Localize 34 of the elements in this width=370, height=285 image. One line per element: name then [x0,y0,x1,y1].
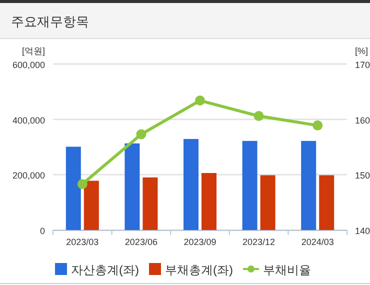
bar [301,140,316,230]
x-tick-label: 2023/06 [124,237,158,247]
point [136,129,146,140]
bar [202,173,216,230]
point [195,96,205,106]
point [312,120,323,130]
legend-label: 자산총계(좌) [71,263,139,277]
y-tick-label: 200,000 [12,170,45,181]
chart-title: 주요재무항목 [11,14,89,29]
bar [84,180,99,230]
point [254,111,264,122]
bar [242,140,258,230]
bar [124,143,140,230]
y2-tick-label: 160 [355,115,370,126]
y2-tick-label: 150 [355,170,370,181]
x-tick-label: 2023/09 [184,237,216,247]
bar [66,146,81,230]
y2-tick-label: 170 [355,60,370,70]
y-tick-label: 400,000 [12,115,45,126]
bar [319,175,334,230]
legend-label: 부채비율 [263,263,311,277]
y2-tick-label: 140 [355,226,370,236]
x-tick-label: 2023/12 [242,237,276,247]
bar [142,177,158,230]
y-tick-label: 600,000 [12,60,45,70]
x-tick-label: 2024/03 [301,237,334,247]
y-axis-title: [억원] [22,46,45,56]
bar [260,175,276,230]
point [77,179,88,190]
y2-axis-title: [%] [355,46,368,56]
bar [184,138,198,230]
y-tick-label: 0 [40,226,45,236]
legend-label: 부채총계(좌) [165,263,233,277]
x-tick-label: 2023/03 [66,237,99,247]
